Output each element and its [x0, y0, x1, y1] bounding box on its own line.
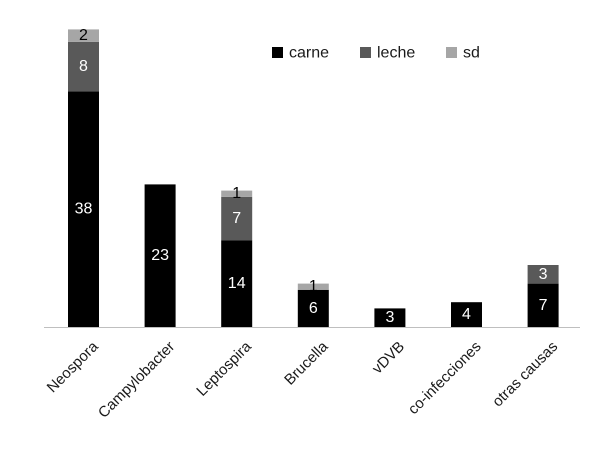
bar-brucella-sd: [297, 283, 329, 290]
bar-neospora-leche: [68, 41, 99, 92]
bar-campylobacter-carne: [144, 184, 176, 327]
bar-otras-causas-leche: [527, 265, 559, 284]
legend-label-carne: carne: [289, 45, 329, 62]
data-label-brucella-carne: 6: [309, 300, 318, 317]
legend-swatch-carne: [272, 47, 283, 58]
bars-layer: [68, 29, 559, 328]
category-label-leptospira: Leptospira: [193, 338, 255, 400]
legend: carne leche sd: [272, 45, 480, 62]
bar-vdvb-carne: [374, 308, 406, 327]
data-label-leptospira-leche: 7: [232, 210, 241, 227]
segment-labels-layer: 38 8 2 23 14 7 1 6 1 3 4 7 3: [75, 27, 548, 326]
bar-leptospira-carne: [221, 240, 253, 327]
legend-swatch-sd: [446, 47, 457, 58]
legend-label-leche: leche: [377, 45, 415, 62]
data-label-otras-causas-leche: 3: [539, 266, 548, 283]
bar-co-infecciones-carne: [451, 302, 482, 327]
category-label-co-infecciones: co-infecciones: [405, 338, 485, 418]
legend-swatch-leche: [360, 47, 371, 58]
data-label-leptospira-sd: 1: [232, 185, 241, 202]
bar-brucella-carne: [297, 289, 329, 327]
bar-neospora-carne: [68, 91, 99, 328]
category-label-otras-causas: otras causas: [489, 338, 561, 410]
data-label-vdvb-carne: 3: [385, 309, 394, 326]
category-label-campylobacter: Campylobacter: [95, 338, 178, 421]
category-label-vdvb: vDVB: [369, 338, 408, 377]
data-label-otras-causas-carne: 7: [539, 297, 548, 314]
data-label-campylobacter-carne: 23: [151, 247, 169, 264]
bar-leptospira-leche: [221, 196, 253, 241]
data-label-brucella-sd: 1: [309, 278, 318, 295]
bar-neospora-sd: [68, 29, 99, 42]
legend-label-sd: sd: [463, 45, 480, 62]
data-label-neospora-carne: 38: [75, 201, 93, 218]
data-label-co-infecciones-carne: 4: [462, 306, 471, 323]
data-label-neospora-leche: 8: [79, 58, 88, 75]
data-label-neospora-sd: 2: [79, 27, 88, 44]
category-label-neospora: Neospora: [44, 338, 102, 396]
bar-leptospira-sd: [221, 190, 253, 197]
category-label-brucella: Brucella: [281, 338, 332, 389]
bar-otras-causas-carne: [527, 283, 559, 327]
data-label-leptospira-carne: 14: [228, 275, 246, 292]
